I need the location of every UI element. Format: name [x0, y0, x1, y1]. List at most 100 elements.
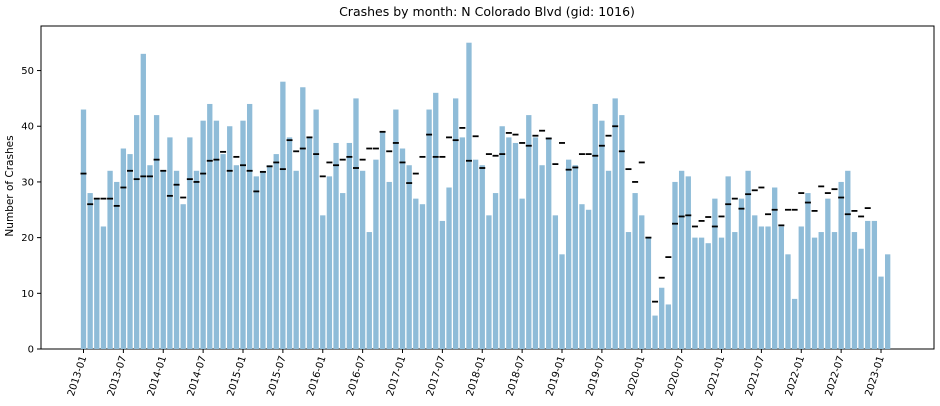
bar — [612, 98, 618, 350]
x-tick-label: 2023-01 — [863, 355, 886, 398]
bar — [718, 237, 725, 349]
bar — [333, 142, 339, 349]
bar — [818, 232, 824, 349]
y-tick-label: 10 — [21, 289, 34, 300]
bar — [605, 170, 612, 349]
x-tick-label: 2021-01 — [704, 355, 727, 398]
bar — [865, 220, 871, 349]
bar — [406, 165, 412, 349]
plot-area: 0 10 20 30 40 50 2013-01 2013-07 2014-01 2014-07 2… — [21, 25, 935, 398]
bar — [286, 137, 293, 349]
bar — [572, 165, 578, 349]
bar — [187, 137, 193, 349]
x-tick-label: 2014-01 — [146, 355, 169, 398]
y-tick-label: 30 — [21, 177, 34, 188]
bar — [87, 193, 93, 349]
x-tick-label: 2018-07 — [505, 355, 528, 398]
bar — [313, 109, 319, 349]
bar — [506, 137, 512, 349]
bar — [791, 298, 798, 349]
bar — [140, 53, 146, 350]
bar — [665, 304, 672, 349]
bar — [858, 248, 864, 349]
bar — [885, 254, 891, 349]
bar — [479, 165, 485, 349]
bar — [472, 159, 479, 349]
bar — [246, 103, 253, 349]
y-tick-label: 0 — [28, 345, 34, 356]
bar — [585, 209, 592, 349]
bar — [393, 109, 399, 349]
bar — [546, 137, 552, 349]
x-tick-label: 2021-07 — [744, 355, 767, 398]
bar — [738, 198, 745, 349]
bar — [845, 170, 851, 349]
bar — [379, 131, 386, 349]
bar — [645, 237, 652, 349]
bar — [519, 198, 525, 349]
bar — [127, 154, 133, 349]
bar — [752, 215, 758, 349]
bar — [811, 237, 818, 349]
bar — [499, 126, 505, 349]
bar — [173, 170, 180, 349]
bar — [453, 98, 459, 350]
x-tick-label: 2013-01 — [66, 355, 89, 398]
bar — [100, 226, 107, 349]
bar — [260, 170, 266, 349]
bar — [778, 226, 784, 349]
x-tick-label: 2017-07 — [425, 355, 448, 398]
x-tick-label: 2020-07 — [664, 355, 687, 398]
x-tick-label: 2019-01 — [544, 355, 567, 398]
bar — [871, 220, 878, 349]
bar — [745, 170, 751, 349]
bar — [253, 176, 259, 349]
x-tick-label: 2019-07 — [584, 355, 607, 398]
bar — [532, 137, 539, 349]
bar — [725, 176, 731, 349]
bar — [772, 187, 778, 349]
bar — [825, 198, 831, 349]
bar — [153, 115, 160, 349]
bar — [785, 254, 791, 349]
bar — [399, 148, 406, 349]
bar — [80, 109, 87, 349]
bar — [698, 237, 705, 349]
chart-title: Crashes by month: N Colorado Blvd (gid: … — [339, 4, 635, 19]
bar — [300, 87, 306, 350]
bar — [366, 232, 372, 349]
bar — [805, 193, 811, 349]
bar — [492, 193, 499, 349]
y-tick-label: 50 — [21, 66, 34, 77]
bar — [459, 137, 465, 349]
bar — [213, 120, 220, 349]
bar — [446, 187, 452, 349]
bar — [878, 276, 884, 349]
x-tick-label: 2018-01 — [465, 355, 488, 398]
bar — [798, 226, 804, 349]
bar — [838, 181, 844, 349]
bar — [147, 165, 153, 349]
bar — [426, 109, 432, 349]
bar — [758, 226, 765, 349]
bar — [160, 170, 166, 349]
bar — [207, 103, 213, 349]
x-tick-label: 2013-07 — [106, 355, 129, 398]
bar — [579, 204, 585, 349]
bar — [639, 215, 645, 349]
bar — [439, 220, 446, 349]
bar — [692, 237, 698, 349]
bar — [340, 193, 346, 349]
bar — [678, 170, 685, 349]
bar — [107, 170, 113, 349]
bar — [320, 215, 326, 349]
bar — [705, 243, 711, 349]
bar — [599, 120, 605, 349]
y-axis-label: Number of Crashes — [4, 135, 16, 236]
bar — [413, 198, 419, 349]
bar — [193, 170, 200, 349]
bar — [851, 232, 858, 349]
bar — [565, 159, 572, 349]
bar — [526, 115, 532, 349]
